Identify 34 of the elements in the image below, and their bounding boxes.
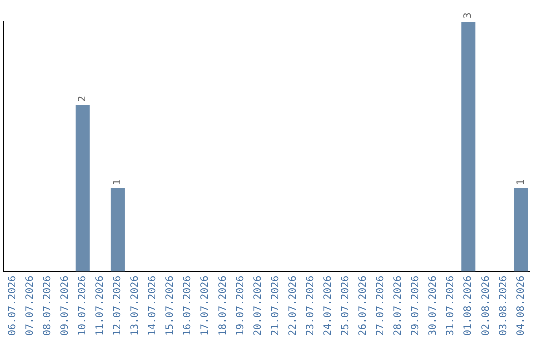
x-tick-label: 08.07.2026 (42, 276, 54, 336)
x-tick-label: 28.07.2026 (393, 276, 404, 336)
x-tick-label: 12.07.2026 (112, 276, 124, 336)
x-tick-label: 11.07.2026 (95, 276, 106, 336)
x-tick-label: 23.07.2026 (305, 276, 316, 336)
x-tick-label: 15.07.2026 (165, 276, 176, 336)
x-tick-label: 13.07.2026 (130, 276, 142, 336)
x-tick-label: 16.07.2026 (182, 276, 194, 336)
x-tick-label: 19.07.2026 (235, 276, 246, 336)
x-tick-label: 01.08.2026 (463, 276, 474, 336)
x-tick-label: 17.07.2026 (200, 276, 212, 336)
x-tick-label: 07.07.2026 (24, 276, 36, 336)
x-tick-label: 14.07.2026 (148, 276, 159, 336)
data-label: 1 (516, 179, 527, 186)
x-tick-label: 31.07.2026 (446, 276, 457, 336)
x-tick-label: 18.07.2026 (218, 276, 229, 336)
x-tick-label: 27.07.2026 (376, 276, 387, 336)
x-tick-label: 26.07.2026 (358, 276, 370, 336)
x-tick-label: 06.07.2026 (7, 276, 18, 336)
data-label: 2 (77, 96, 88, 102)
x-tick-label: 20.07.2026 (252, 276, 264, 336)
x-tick-label: 24.07.2026 (322, 276, 334, 336)
x-tick-label: 09.07.2026 (60, 276, 71, 336)
x-tick-label: 25.07.2026 (340, 276, 352, 336)
x-tick-label: 02.08.2026 (480, 276, 492, 336)
x-tick-label: 03.08.2026 (498, 276, 510, 336)
data-label: 1 (112, 179, 124, 186)
x-tick-label: 22.07.2026 (288, 276, 299, 336)
x-tick-label: 21.07.2026 (270, 276, 282, 336)
x-tick-label: 10.07.2026 (77, 276, 88, 336)
x-tick-label: 04.08.2026 (516, 276, 527, 336)
x-tick-label: 30.07.2026 (428, 276, 440, 336)
data-label: 3 (463, 12, 474, 19)
x-tick-label: 29.07.2026 (410, 276, 422, 336)
